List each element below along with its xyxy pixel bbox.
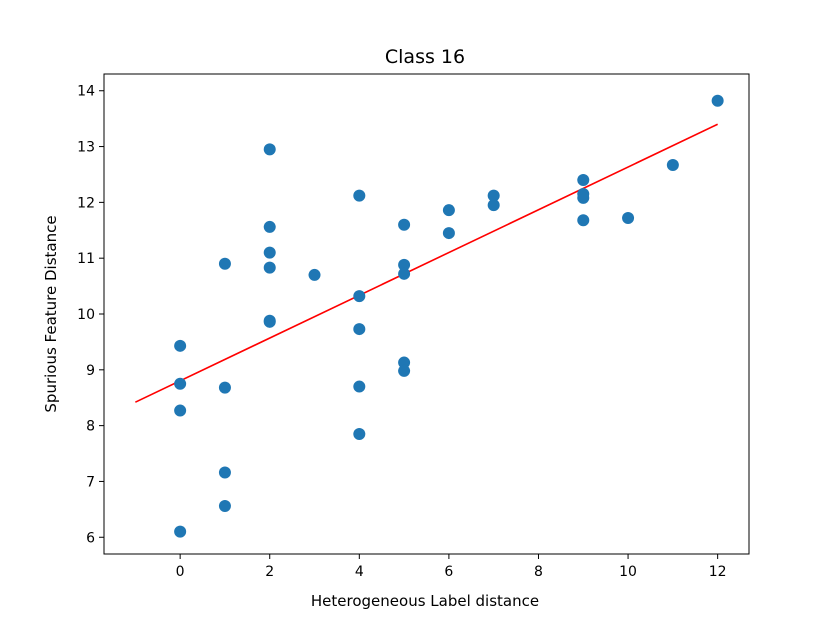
y-tick-label: 7: [86, 474, 95, 490]
data-point: [398, 356, 411, 369]
data-point: [622, 212, 635, 224]
y-tick-label: 13: [77, 140, 95, 156]
x-tick-label: 6: [444, 564, 453, 580]
data-point: [353, 323, 366, 336]
y-tick-label: 14: [77, 84, 95, 100]
data-point: [174, 525, 187, 538]
data-point: [353, 189, 366, 202]
data-point: [442, 227, 455, 240]
data-point: [487, 199, 500, 212]
x-axis-label: Heterogeneous Label distance: [311, 592, 539, 610]
y-axis-ticks: 6 7 8 9 10 11 12 13 14: [77, 84, 104, 546]
data-point: [398, 267, 411, 280]
x-tick-label: 2: [265, 564, 274, 580]
data-point: [174, 339, 187, 352]
data-point: [218, 381, 231, 394]
y-tick-label: 10: [77, 307, 95, 323]
plot-background: [104, 74, 749, 554]
data-point: [353, 290, 366, 303]
data-point: [308, 268, 321, 281]
chart-title: Class 16: [385, 46, 465, 68]
data-point: [174, 377, 187, 390]
data-point: [353, 428, 366, 440]
data-point: [711, 94, 724, 107]
data-point: [263, 220, 276, 233]
x-tick-label: 10: [619, 564, 637, 580]
y-tick-label: 6: [86, 530, 95, 546]
data-point: [487, 189, 500, 202]
data-point: [398, 218, 411, 231]
data-point: [263, 315, 276, 328]
data-point: [353, 380, 366, 393]
x-tick-label: 0: [176, 564, 185, 580]
data-point: [398, 364, 411, 377]
data-point: [218, 500, 231, 512]
y-tick-label: 12: [77, 195, 95, 211]
data-point: [263, 143, 276, 156]
y-tick-label: 8: [86, 419, 95, 435]
data-point: [263, 261, 276, 274]
data-point: [218, 257, 231, 270]
x-axis-ticks: 0 2 4 6 8 10 12: [176, 554, 727, 580]
data-point: [577, 214, 590, 227]
x-tick-label: 4: [355, 564, 364, 580]
points-layer: [174, 94, 724, 538]
data-point: [218, 466, 231, 479]
x-tick-label: 12: [709, 564, 727, 580]
regression-line: [135, 123, 718, 403]
y-tick-label: 11: [77, 251, 95, 267]
data-point: [442, 204, 455, 217]
data-point: [666, 158, 679, 171]
data-point: [577, 174, 590, 187]
y-tick-label: 9: [86, 363, 95, 379]
x-tick-label: 8: [534, 564, 543, 580]
fit-line-layer: [135, 123, 718, 403]
data-point: [174, 404, 187, 417]
data-point: [577, 191, 590, 204]
data-point: [398, 258, 411, 271]
y-axis-label: Spurious Feature Distance: [42, 215, 60, 412]
plot-area: [104, 74, 749, 554]
data-point: [263, 246, 276, 259]
